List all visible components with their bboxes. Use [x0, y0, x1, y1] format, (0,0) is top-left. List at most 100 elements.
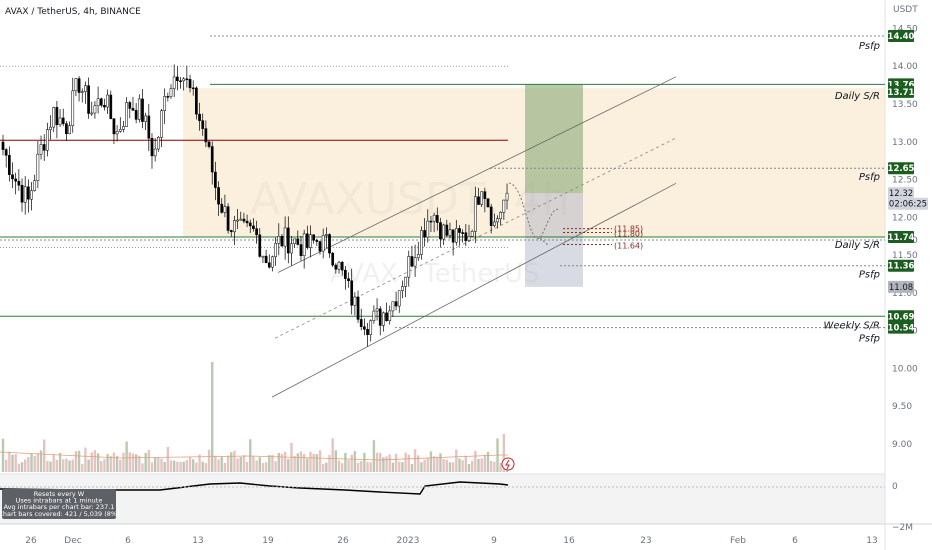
candle-body	[448, 229, 452, 236]
volume-bar	[74, 451, 78, 472]
volume-bar	[252, 456, 255, 472]
candle-body	[445, 224, 449, 236]
volume-bar	[144, 452, 147, 472]
price-tag	[888, 162, 914, 175]
volume-bar	[150, 462, 154, 472]
candle-body	[42, 144, 46, 151]
price-tag-label: 10.54	[888, 324, 915, 334]
price-tag-label: 12.32	[889, 189, 913, 199]
volume-bar	[493, 461, 496, 472]
candle-body	[103, 105, 106, 108]
candle-body	[80, 91, 84, 93]
volume-bar	[268, 455, 271, 472]
candle-body	[480, 191, 484, 205]
candle-body	[493, 221, 496, 226]
volume-bar	[420, 462, 423, 472]
volume-bar	[153, 457, 157, 472]
volume-bar	[379, 452, 382, 472]
candle-body	[141, 98, 144, 122]
price-tag-label: 11.36	[888, 262, 915, 272]
price-tag-label: 11.08	[889, 283, 913, 293]
volume-bar	[461, 460, 464, 472]
candle-body	[71, 90, 75, 126]
volume-bar	[172, 460, 176, 472]
candle-body	[33, 180, 37, 191]
volume-bar	[429, 451, 433, 472]
volume-bar	[261, 463, 265, 472]
price-tag-label: 12.65	[888, 164, 915, 174]
candle-body	[169, 88, 173, 97]
candle-body	[147, 115, 151, 139]
volume-bar	[14, 454, 17, 472]
volume-bar	[474, 450, 477, 472]
time-axis-tick: Dec	[64, 536, 81, 546]
price-axis-tick: 12.50	[892, 176, 918, 186]
price-tag	[888, 310, 914, 323]
volume-bar	[8, 451, 11, 472]
volume-bar	[81, 463, 84, 472]
candle-body	[388, 310, 392, 321]
volume-bar	[388, 454, 391, 472]
price-tag-label: 13.76	[888, 80, 915, 90]
volume-bar	[287, 459, 290, 472]
time-axis-tick: 26	[25, 536, 37, 546]
candle-body	[271, 256, 274, 268]
indicator-info-line: Chart bars covered: 421 / 5,039 (8%)	[0, 510, 120, 518]
price-axis-tick: 14.50	[892, 24, 918, 34]
price-tag-label: 13.71	[888, 88, 915, 98]
volume-bar	[46, 460, 49, 472]
volume-bar	[182, 461, 185, 472]
volume-bar	[192, 459, 195, 472]
volume-bar	[455, 449, 458, 472]
candle-body	[432, 214, 436, 222]
candle-body	[340, 261, 344, 271]
candle-body	[290, 243, 293, 254]
candle-body	[112, 118, 116, 135]
cvd-panel-background	[0, 474, 885, 524]
label-daily-sr-13-71: Daily S/R	[835, 91, 880, 102]
price-tag	[888, 30, 914, 42]
volume-bar	[328, 455, 331, 472]
candle-body	[318, 241, 322, 252]
indicator-info-line: Avg intrabars per chart bar: 237.1	[4, 503, 115, 511]
volume-bar	[169, 460, 173, 472]
candle-body	[7, 155, 11, 175]
candle-body	[188, 79, 192, 89]
volume-bar	[147, 450, 151, 472]
volume-bar	[401, 462, 404, 472]
volume-bar	[109, 456, 112, 472]
candle-body	[258, 234, 262, 257]
candle-body	[115, 131, 119, 135]
time-axis-tick: Feb	[730, 536, 746, 546]
time-axis-tick: 23	[640, 536, 651, 546]
watermark-symbol: AVAXUSDT, 4h	[250, 174, 570, 225]
candle-body	[23, 186, 27, 203]
volume-bar	[502, 434, 506, 472]
volume-bar	[413, 449, 417, 472]
volume-bar	[398, 461, 401, 472]
cvd-axis-zero: 0	[892, 482, 898, 492]
volume-bar	[103, 459, 106, 472]
time-axis-tick: 26	[337, 536, 349, 546]
indicator-info-line: Resets every W	[34, 490, 85, 498]
candle-body	[394, 301, 398, 307]
volume-bar	[93, 450, 97, 472]
label-weekly-sr: Weekly S/R	[823, 320, 880, 331]
candle-body	[153, 148, 157, 157]
volume-bar	[198, 454, 201, 472]
volume-bar	[271, 454, 274, 472]
volume-bar	[11, 454, 14, 472]
candle-body	[210, 146, 214, 173]
volume-bar	[442, 459, 445, 472]
candle-body	[52, 107, 56, 128]
time-axis-tick: 6	[792, 536, 798, 546]
price-axis-currency: USDT	[893, 5, 918, 15]
candle-body	[331, 252, 335, 266]
volume-bar	[344, 452, 347, 472]
volume-bar	[188, 457, 192, 472]
volume-bar	[195, 462, 198, 472]
volume-bar	[30, 453, 33, 472]
candle-body	[96, 98, 100, 107]
